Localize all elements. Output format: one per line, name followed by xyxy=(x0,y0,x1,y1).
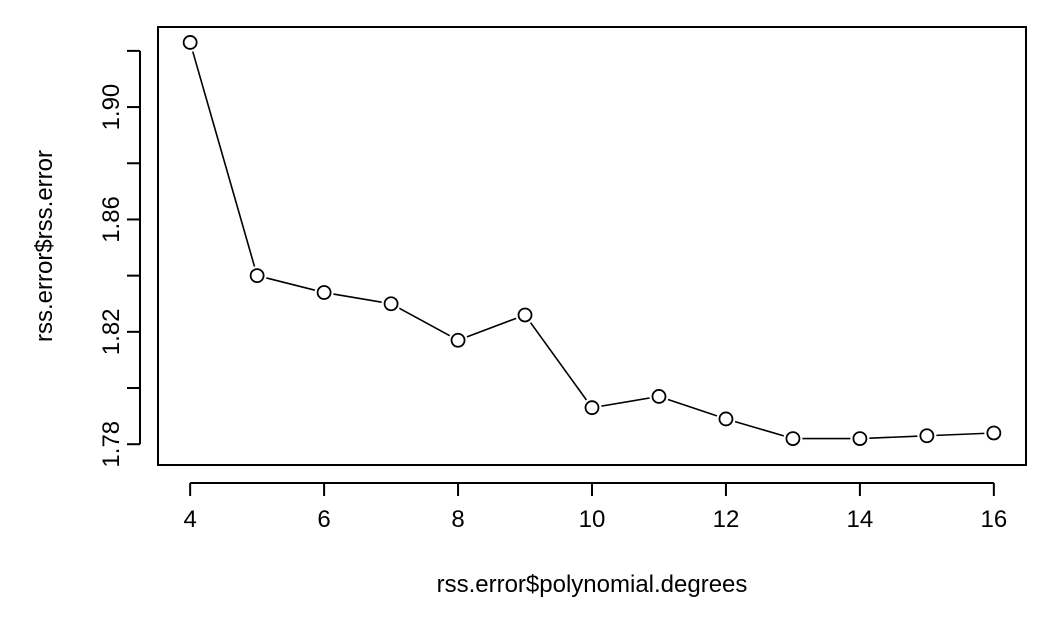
series-line-segment xyxy=(399,307,451,337)
series-line-segment xyxy=(529,322,588,401)
x-tick-label: 12 xyxy=(713,506,740,533)
x-tick-label: 10 xyxy=(579,506,606,533)
data-point-marker xyxy=(718,411,734,427)
y-axis-title: rss.error$rss.error xyxy=(31,150,58,342)
series-line-segment xyxy=(936,432,985,437)
series-group xyxy=(182,35,1002,446)
series-line-segment xyxy=(667,398,718,417)
x-tick-label: 16 xyxy=(981,506,1008,533)
y-tick-label: 1.86 xyxy=(98,196,125,243)
data-point-marker xyxy=(651,389,667,404)
data-point-marker xyxy=(316,285,332,300)
x-tick-label: 8 xyxy=(451,506,464,533)
x-axis-title: rss.error$polynomial.degrees xyxy=(437,571,748,598)
series-line-segment xyxy=(734,420,785,437)
series-line-segment xyxy=(869,435,918,439)
x-tick-label: 14 xyxy=(847,506,874,533)
y-tick-label: 1.78 xyxy=(98,421,125,468)
y-tick-label: 1.82 xyxy=(98,308,125,355)
x-axis: 4 6 8 10 12 14 16 xyxy=(183,482,1008,533)
data-point-marker xyxy=(852,431,868,446)
data-point-marker xyxy=(182,35,198,50)
x-tick-label: 4 xyxy=(183,506,196,533)
data-point-marker xyxy=(249,268,265,284)
data-point-marker xyxy=(450,332,466,348)
y-axis: 1.78 1.82 1.86 1.90 xyxy=(98,49,141,468)
series-line-segment xyxy=(466,317,517,338)
series-line-segment xyxy=(601,397,650,407)
x-tick-label: 6 xyxy=(317,506,330,533)
series-line-segment xyxy=(266,277,316,291)
data-point-marker xyxy=(584,400,600,416)
data-point-marker xyxy=(517,307,533,323)
series-line-segment xyxy=(192,51,256,267)
plot-frame xyxy=(157,26,1027,466)
series-line-segment xyxy=(333,293,382,303)
data-point-marker xyxy=(785,431,801,446)
data-point-marker xyxy=(986,425,1002,441)
y-tick-label: 1.90 xyxy=(98,84,125,131)
data-point-marker xyxy=(919,428,935,444)
data-point-marker xyxy=(383,296,399,312)
